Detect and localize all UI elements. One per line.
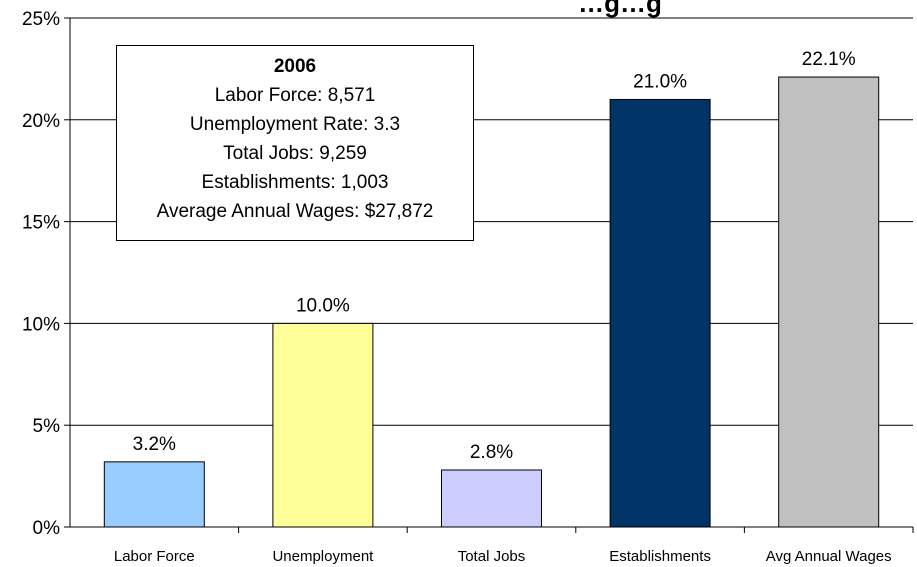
bar-labor-force	[103, 461, 205, 528]
info-box-line-total-jobs: Total Jobs: 9,259	[223, 143, 367, 164]
chart-title: …g…g	[578, 0, 662, 18]
info-box-line-labor-force: Labor Force: 8,571	[214, 85, 376, 106]
bar-total-jobs	[441, 469, 542, 528]
summary-info-box: 2006 Labor Force: 8,571 Unemployment Rat…	[116, 45, 474, 241]
x-category-label-establishments: Establishments	[609, 548, 711, 565]
x-category-label-avg-annual-wages: Avg Annual Wages	[766, 548, 892, 565]
bar-establishments	[609, 98, 711, 528]
info-box-line-establishments: Establishments: 1,003	[201, 172, 389, 193]
info-box-line-average-annual-wages: Average Annual Wages: $27,872	[156, 201, 434, 222]
y-tick-label: 0%	[33, 518, 61, 539]
x-category-label-total-jobs: Total Jobs	[458, 548, 526, 565]
y-tick-label: 5%	[33, 416, 61, 437]
data-label-avg-annual-wages: 22.1%	[802, 49, 856, 70]
x-category-label-labor-force: Labor Force	[114, 548, 195, 565]
bar-unemployment	[272, 322, 374, 528]
data-label-labor-force: 3.2%	[133, 434, 176, 455]
y-tick-label: 20%	[22, 111, 60, 132]
info-box-year: 2006	[273, 56, 317, 77]
bar-avg-annual-wages	[778, 76, 880, 528]
data-label-establishments: 21.0%	[633, 71, 687, 92]
data-label-total-jobs: 2.8%	[470, 442, 513, 463]
x-category-label-unemployment: Unemployment	[272, 548, 374, 565]
y-tick-label: 10%	[22, 314, 60, 335]
y-tick-label: 15%	[22, 213, 60, 234]
y-tick-label: 25%	[22, 9, 60, 30]
data-label-unemployment: 10.0%	[296, 295, 350, 316]
info-box-line-unemployment-rate: Unemployment Rate: 3.3	[189, 114, 401, 135]
